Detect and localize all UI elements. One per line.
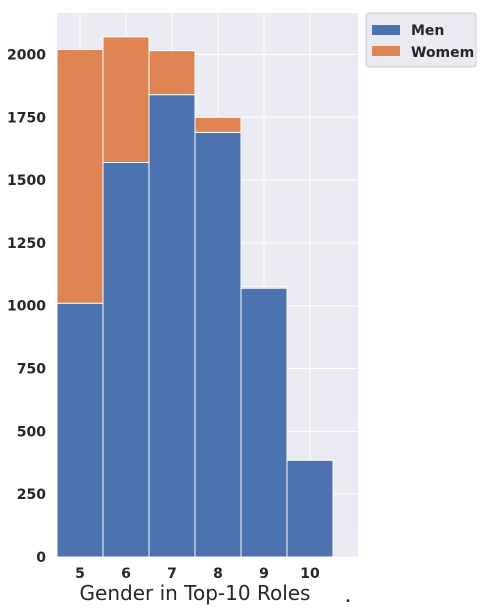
bar-men bbox=[102, 162, 150, 558]
y-axis-ticks: 0 250 500 750 1000 1250 1500 1750 2000 bbox=[7, 47, 46, 566]
bar-women bbox=[240, 286, 288, 289]
x-axis-ticks: 5 6 7 8 9 10 bbox=[75, 566, 320, 582]
x-axis-label: Gender in Top-10 Roles bbox=[80, 581, 311, 605]
x-tick-label: 10 bbox=[300, 566, 320, 582]
legend-label-women: Womem bbox=[411, 45, 474, 61]
bars bbox=[56, 36, 334, 558]
bar-women bbox=[102, 36, 150, 164]
y-tick-label: 250 bbox=[17, 487, 46, 503]
bar-women bbox=[148, 50, 196, 96]
legend: Men Womem bbox=[365, 12, 477, 68]
x-tick-label: 5 bbox=[75, 566, 85, 582]
legend-swatch-women bbox=[372, 46, 400, 56]
bar-men bbox=[148, 94, 196, 558]
legend-swatch-men bbox=[372, 25, 400, 35]
y-tick-label: 1250 bbox=[7, 236, 46, 252]
legend-label-men: Men bbox=[411, 23, 444, 39]
y-tick-label: 2000 bbox=[7, 47, 46, 63]
x-tick-label: 6 bbox=[121, 566, 131, 582]
y-tick-label: 1750 bbox=[7, 110, 46, 126]
stray-mark: . bbox=[345, 590, 350, 606]
y-tick-label: 0 bbox=[36, 550, 46, 566]
bar-men bbox=[56, 302, 104, 558]
bar-women bbox=[56, 48, 104, 304]
x-tick-label: 9 bbox=[259, 566, 269, 582]
y-tick-label: 1000 bbox=[7, 299, 46, 315]
y-tick-label: 500 bbox=[17, 424, 46, 440]
bar-men bbox=[194, 131, 242, 558]
y-tick-label: 1500 bbox=[7, 173, 46, 189]
x-tick-label: 7 bbox=[167, 566, 177, 582]
bar-women bbox=[194, 116, 242, 133]
bar-men bbox=[240, 287, 288, 558]
x-tick-label: 8 bbox=[213, 566, 223, 582]
y-tick-label: 750 bbox=[17, 362, 46, 378]
bar-men bbox=[286, 459, 334, 558]
